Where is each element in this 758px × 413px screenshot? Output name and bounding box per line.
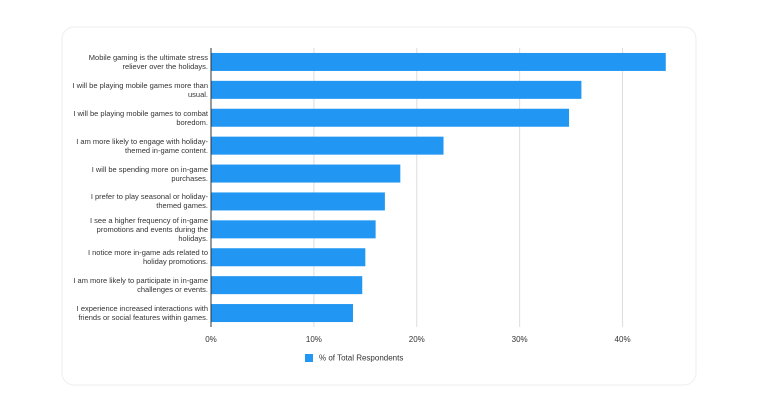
- x-tick-label: 20%: [409, 335, 425, 344]
- legend-swatch: [305, 354, 313, 362]
- category-label: I experience increased interactions with…: [76, 304, 208, 323]
- x-tick-label: 30%: [512, 335, 528, 344]
- category-label-text: I prefer to play seasonal or holiday-the…: [90, 192, 208, 211]
- bar: [211, 304, 353, 323]
- category-label-text: I am more likely to participate in in-ga…: [73, 276, 208, 295]
- bar: [211, 164, 401, 183]
- bar: [211, 52, 666, 71]
- category-label: I see a higher frequency of in-game prom…: [90, 215, 208, 243]
- bar: [211, 136, 444, 155]
- category-label-text: I will be playing mobile games to combat…: [73, 108, 208, 127]
- category-label: I am more likely to engage with holiday-…: [76, 136, 208, 155]
- bar: [211, 108, 570, 127]
- category-label-text: I see a higher frequency of in-game prom…: [90, 215, 208, 243]
- x-tick-label: 40%: [615, 335, 631, 344]
- category-label-text: Mobile gaming is the ultimate stress rel…: [88, 52, 208, 71]
- category-label: I am more likely to participate in in-ga…: [73, 276, 208, 295]
- bar: [211, 192, 385, 211]
- category-label: I will be playing mobile games to combat…: [73, 108, 208, 127]
- x-tick-label: 10%: [306, 335, 322, 344]
- bar: [211, 276, 363, 295]
- category-label-text: I will be spending more on in-game purch…: [91, 164, 208, 183]
- bar: [211, 220, 376, 239]
- category-label-text: I experience increased interactions with…: [76, 304, 208, 323]
- category-label: Mobile gaming is the ultimate stress rel…: [88, 52, 208, 71]
- category-label: I will be playing mobile games more than…: [72, 80, 208, 99]
- bar: [211, 248, 366, 267]
- category-label: I prefer to play seasonal or holiday-the…: [90, 192, 208, 211]
- legend-label: % of Total Respondents: [319, 354, 403, 363]
- category-label-text: I notice more in-game ads related to hol…: [87, 248, 208, 267]
- category-label: I will be spending more on in-game purch…: [91, 164, 208, 183]
- bar: [211, 80, 582, 99]
- category-label-text: I will be playing mobile games more than…: [72, 80, 208, 99]
- category-label: I notice more in-game ads related to hol…: [87, 248, 208, 267]
- category-label-text: I am more likely to engage with holiday-…: [76, 136, 208, 155]
- x-tick-label: 0%: [205, 335, 217, 344]
